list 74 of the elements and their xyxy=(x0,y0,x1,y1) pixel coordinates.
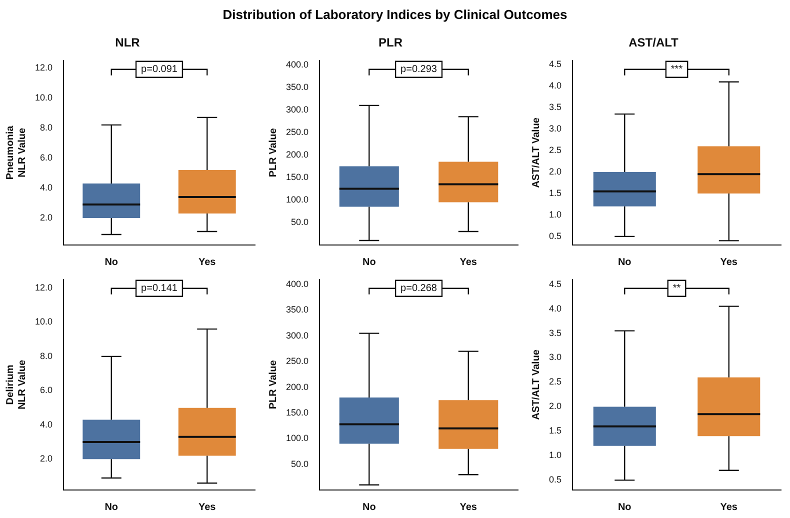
y-tick-label: 300.0 xyxy=(286,104,309,114)
y-tick-label: 200.0 xyxy=(286,382,309,392)
y-axis-title: Delirium NLR Value xyxy=(4,360,28,410)
text: Distribution of Laboratory Indices by Clinical Outcomes xyxy=(222,6,568,24)
annotation: ** xyxy=(672,283,681,294)
y-tick-label: 100.0 xyxy=(286,433,309,444)
y-tick-label: 300.0 xyxy=(286,330,309,340)
y-axis-title: AST/ALT Value xyxy=(530,117,542,188)
y-tick-label: 2.5 xyxy=(548,145,562,156)
y-tick-label: 1.0 xyxy=(548,209,562,220)
chart-title: NLR xyxy=(115,36,140,50)
x-tick-label: No xyxy=(618,502,632,513)
x-tick-label: No xyxy=(362,256,376,268)
x-tick-label: No xyxy=(104,502,118,513)
y-tick-label: 100.0 xyxy=(286,194,309,204)
y-tick-label: 8.0 xyxy=(40,122,53,132)
y-axis-title: PLR Value xyxy=(268,128,279,178)
y-tick-label: 400.0 xyxy=(286,279,309,290)
annotation: p=0.141 xyxy=(141,283,178,294)
chart-title: AST/ALT xyxy=(628,36,680,50)
x-tick-label: Yes xyxy=(198,256,216,268)
y-tick-label: 3.0 xyxy=(548,124,562,134)
y-tick-label: 6.0 xyxy=(40,385,53,396)
y-tick-label: 6.0 xyxy=(40,152,53,162)
y-axis-title: Pneumonia NLR Value xyxy=(4,125,28,180)
y-tick-label: 3.5 xyxy=(548,328,562,338)
annotation: p=0.268 xyxy=(400,283,438,294)
y-tick-label: 4.0 xyxy=(40,419,53,430)
y-tick-label: 250.0 xyxy=(286,126,309,137)
x-tick-label: Yes xyxy=(460,256,478,268)
x-tick-label: No xyxy=(104,256,118,268)
y-tick-label: 1.5 xyxy=(548,188,562,198)
y-tick-label: 4.0 xyxy=(40,182,53,192)
y-tick-label: 400.0 xyxy=(286,59,309,70)
annotation: p=0.293 xyxy=(400,64,438,76)
y-tick-label: 10.0 xyxy=(34,92,53,102)
y-tick-label: 3.0 xyxy=(548,352,562,362)
y-tick-label: 12.0 xyxy=(34,62,53,72)
x-tick-label: No xyxy=(362,502,376,513)
x-tick-label: Yes xyxy=(720,256,738,268)
annotation: *** xyxy=(670,64,683,76)
x-tick-label: Yes xyxy=(720,502,738,513)
x-tick-label: No xyxy=(618,256,632,268)
y-tick-label: 1.5 xyxy=(548,426,562,436)
x-tick-label: Yes xyxy=(198,502,216,513)
y-tick-label: 12.0 xyxy=(34,282,53,292)
y-tick-label: 10.0 xyxy=(34,316,53,327)
y-tick-label: 0.5 xyxy=(548,230,562,241)
y-tick-label: 2.5 xyxy=(548,376,562,387)
y-axis-title: PLR Value xyxy=(268,360,279,410)
y-tick-label: 1.0 xyxy=(548,450,562,460)
y-tick-label: 8.0 xyxy=(40,350,53,361)
y-tick-label: 0.5 xyxy=(548,474,562,485)
annotation: p=0.091 xyxy=(141,64,178,76)
y-tick-label: 4.0 xyxy=(548,303,562,314)
y-tick-label: 150.0 xyxy=(286,407,309,418)
y-tick-label: 4.0 xyxy=(548,80,562,91)
y-tick-label: 50.0 xyxy=(290,458,309,469)
y-tick-label: 350.0 xyxy=(286,304,309,315)
y-tick-label: 2.0 xyxy=(40,212,53,222)
y-tick-label: 250.0 xyxy=(286,356,309,366)
y-tick-label: 200.0 xyxy=(286,149,309,160)
y-tick-label: 150.0 xyxy=(286,172,309,182)
y-tick-label: 2.0 xyxy=(548,401,562,412)
y-tick-label: 3.5 xyxy=(548,102,562,112)
y-axis-title: AST/ALT Value xyxy=(530,349,542,420)
x-tick-label: Yes xyxy=(460,502,478,513)
chart-title: PLR xyxy=(378,36,403,50)
y-tick-label: 2.0 xyxy=(548,166,562,177)
y-tick-label: 350.0 xyxy=(286,82,309,92)
y-tick-label: 4.5 xyxy=(548,278,562,289)
y-tick-label: 2.0 xyxy=(40,454,53,464)
y-tick-label: 4.5 xyxy=(548,59,562,70)
y-tick-label: 50.0 xyxy=(290,216,309,227)
